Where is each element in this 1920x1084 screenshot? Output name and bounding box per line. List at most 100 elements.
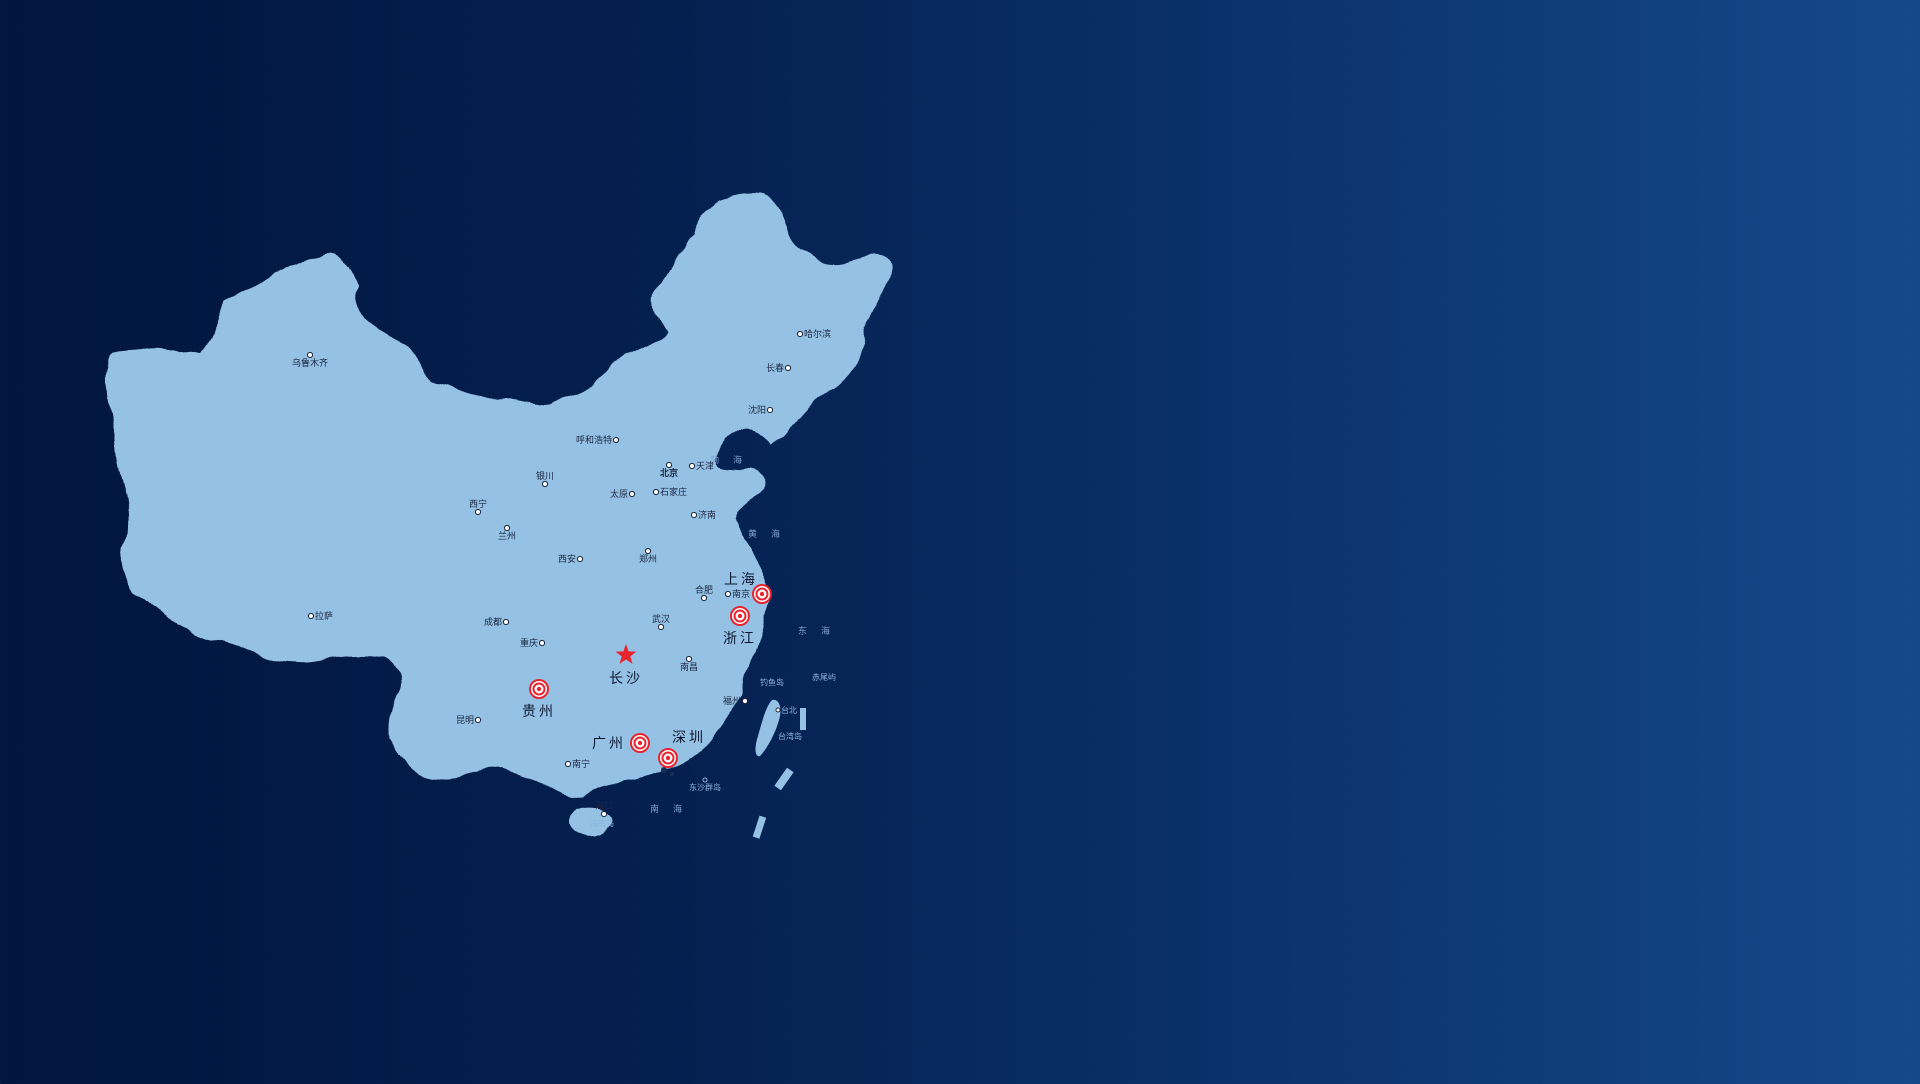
city-nanjing: 南京 [724,588,750,600]
city-xining: 西宁 [469,498,487,516]
city-label: 沈阳 [748,404,766,416]
city-beijing: 北京 [660,461,678,479]
dongsha-dot [702,777,708,783]
mainland-landmass [106,193,891,799]
island-label-diaoyudao: 钓鱼岛 [760,677,784,687]
city-chengdu: 成都 [484,616,510,628]
island-label-hainandao: 海南岛 [590,818,614,828]
star-marker-icon [615,644,637,664]
city-dot [306,351,314,359]
taibei-dot [775,707,781,713]
city-dot [474,716,482,724]
city-label: 昆明 [456,715,474,726]
city-lanzhou: 兰州 [498,524,516,542]
city-label: 济南 [698,509,716,521]
city-nanning: 南宁 [564,758,590,770]
city-tianjin: 天津 [688,461,714,472]
city-wuhan: 武汉 [652,613,670,631]
city-dot [644,547,652,555]
target-ring [532,682,546,696]
city-dot [564,760,572,768]
city-haerbin: 哈尔滨 [796,328,831,340]
city-label: 武汉 [652,613,670,625]
city-yinchuan: 银川 [536,470,554,488]
city-dot [502,618,510,626]
city-label: 兰州 [498,530,516,542]
city-lasa: 拉萨 [307,610,333,622]
target-center [759,591,765,597]
island-label-taiwandao: 台湾岛 [778,731,802,741]
highlight-shanghai[interactable]: 上海 [724,572,772,604]
highlight-label: 浙江 [723,631,757,647]
target-center [637,740,643,746]
city-label: 乌鲁木齐 [292,357,328,369]
city-label: 哈尔滨 [804,328,831,340]
island-label-chiweiyu: 赤尾屿 [812,673,836,682]
city-xian: 西安 [558,553,584,565]
sea-label-bohai: 渤海 [710,454,756,466]
city-dot [503,524,511,532]
highlight-label: 广州 [592,736,626,752]
city-dot [796,330,804,338]
city-dot [685,655,693,663]
highlight-changsha[interactable]: 长沙 [609,644,643,687]
city-dot [307,612,315,620]
island-label-dongshaqundao: 东沙群岛 [689,782,721,792]
city-dot [612,436,620,444]
city-chongqing: 重庆 [520,637,546,649]
city-label: 南宁 [572,758,590,770]
city-fuzhou: 福州 [723,695,749,707]
islet-1 [661,767,667,773]
city-label: 西宁 [469,498,487,510]
city-label: 南昌 [680,661,698,673]
highlight-zhejiang[interactable]: 浙江 [723,606,757,647]
city-label: 天津 [696,461,714,472]
city-shijiazhuang: 石家庄 [652,486,687,498]
city-label: 银川 [536,470,554,482]
highlight-guangzhou[interactable]: 广州 [592,733,650,753]
city-zhengzhou: 郑州 [639,547,657,565]
city-label: 西安 [558,553,576,565]
city-dot [688,462,696,470]
city-nanchang: 南昌 [680,655,698,673]
highlight-label: 深圳 [672,730,706,746]
city-label: 呼和浩特 [576,434,612,446]
city-label: 海口 [595,800,613,812]
target-center [665,755,671,761]
highlight-shenzhen[interactable]: 深圳 [658,730,706,768]
island-label-taibei: 台北 [781,705,797,715]
city-dot [665,461,673,469]
city-jinan: 济南 [690,509,716,521]
city-dot [784,364,792,372]
target-center [737,613,743,619]
city-label: 太原 [610,488,628,500]
highlight-label: 上海 [724,572,758,588]
city-label: 长春 [766,362,784,374]
city-dot [741,697,749,705]
city-label: 成都 [484,616,502,628]
city-dot [724,590,732,598]
highlight-label: 贵州 [522,704,556,720]
target-ring [755,587,769,601]
target-ring [733,609,747,623]
target-ring [633,736,647,750]
city-dot [690,511,698,519]
city-haikou: 海口 [595,800,613,818]
city-dot [576,555,584,563]
city-label: 合肥 [695,584,713,596]
city-changchun: 长春 [766,362,792,374]
city-label: 郑州 [639,553,657,565]
city-dot [474,508,482,516]
islet-2 [670,772,674,776]
sea-label-nanhai: 南海 [650,803,696,815]
city-dot [652,488,660,496]
city-dot [628,490,636,498]
city-label: 石家庄 [660,486,687,498]
highlight-guizhou[interactable]: 贵州 [522,679,556,720]
city-dot [541,480,549,488]
